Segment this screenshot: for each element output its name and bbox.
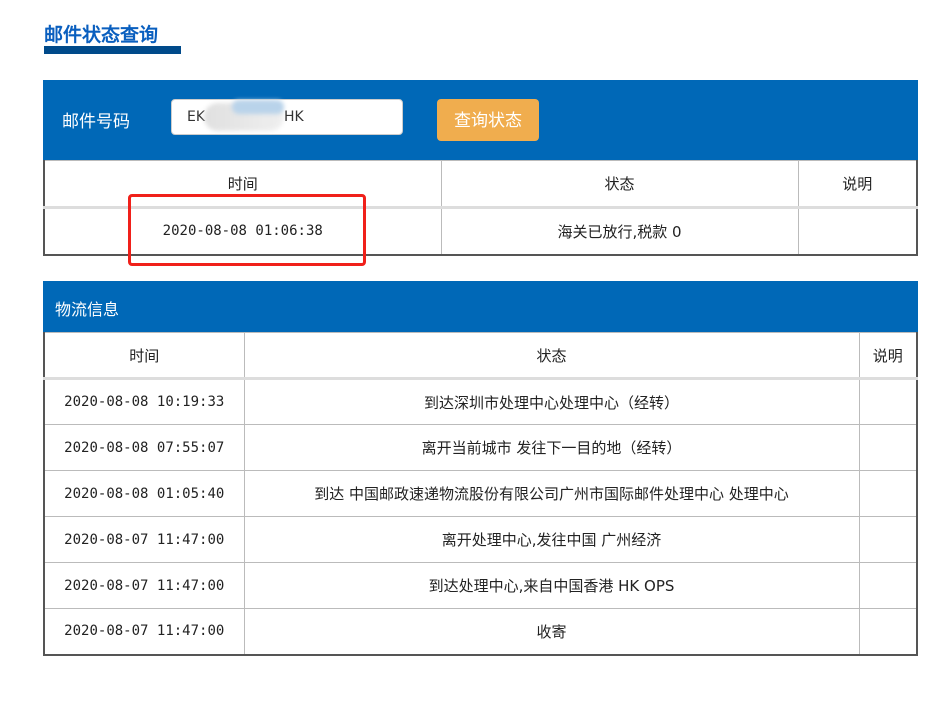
- cell-status: 到达 中国邮政速递物流股份有限公司广州市国际邮件处理中心 处理中心: [243, 470, 860, 517]
- cell-note: [858, 470, 918, 517]
- cell-note: [858, 516, 918, 563]
- cell-status: 收寄: [243, 608, 860, 655]
- input-value-prefix: EK: [187, 109, 206, 125]
- mail-number-input[interactable]: EK HK: [171, 99, 403, 135]
- logistics-panel: [43, 281, 918, 332]
- cell-status: 离开当前城市 发往下一目的地（经转）: [243, 424, 860, 471]
- logistics-title: 物流信息: [55, 300, 120, 319]
- table-row: 2020-08-07 11:47:00 到达处理中心,来自中国香港 HK OPS: [43, 562, 918, 609]
- cell-status: 海关已放行,税款 0: [440, 207, 799, 255]
- table-row: 2020-08-07 11:47:00 收寄: [43, 608, 918, 655]
- cell-time: 2020-08-08 01:05:40: [43, 470, 245, 517]
- cell-status: 离开处理中心,发往中国 广州经济: [243, 516, 860, 563]
- cell-note: [797, 207, 918, 255]
- cell-status: 到达深圳市处理中心处理中心（经转）: [243, 378, 860, 425]
- header-note: 说明: [797, 160, 918, 209]
- status-table: 时间 状态 说明 2020-08-08 01:06:38 海关已放行,税款 0: [43, 160, 918, 256]
- cell-time: 2020-08-07 11:47:00: [43, 516, 245, 563]
- cell-note: [858, 378, 918, 425]
- table-row: 2020-08-08 01:06:38 海关已放行,税款 0: [43, 207, 918, 255]
- input-value-suffix: HK: [284, 109, 304, 125]
- cell-note: [858, 608, 918, 655]
- logistics-table: 时间 状态 说明 2020-08-08 10:19:33 到达深圳市处理中心处理中心（…: [43, 332, 918, 656]
- mail-number-label: 邮件号码: [62, 112, 130, 132]
- cell-time: 2020-08-07 11:47:00: [43, 562, 245, 609]
- header-status: 状态: [440, 160, 799, 209]
- cell-status: 到达处理中心,来自中国香港 HK OPS: [243, 562, 860, 609]
- highlight-box: [128, 194, 366, 266]
- table-row: 2020-08-08 07:55:07 离开当前城市 发往下一目的地（经转）: [43, 424, 918, 471]
- table-row: 2020-08-07 11:47:00 离开处理中心,发往中国 广州经济: [43, 516, 918, 563]
- header-note: 说明: [858, 332, 918, 380]
- cell-note: [858, 424, 918, 471]
- cell-note: [858, 562, 918, 609]
- redaction-blur: [232, 100, 284, 114]
- header-status: 状态: [243, 332, 860, 380]
- table-row: 2020-08-08 10:19:33 到达深圳市处理中心处理中心（经转）: [43, 378, 918, 425]
- query-status-button[interactable]: 查询状态: [437, 99, 539, 141]
- header-time: 时间: [43, 160, 442, 209]
- title-underline: [44, 46, 181, 54]
- cell-time: 2020-08-08 10:19:33: [43, 378, 245, 425]
- page-title: 邮件状态查询: [44, 24, 159, 46]
- table-row: 2020-08-08 01:05:40 到达 中国邮政速递物流股份有限公司广州市国…: [43, 470, 918, 517]
- cell-time: 2020-08-08 01:06:38: [43, 207, 442, 255]
- header-time: 时间: [43, 332, 245, 380]
- cell-time: 2020-08-07 11:47:00: [43, 608, 245, 655]
- cell-time: 2020-08-08 07:55:07: [43, 424, 245, 471]
